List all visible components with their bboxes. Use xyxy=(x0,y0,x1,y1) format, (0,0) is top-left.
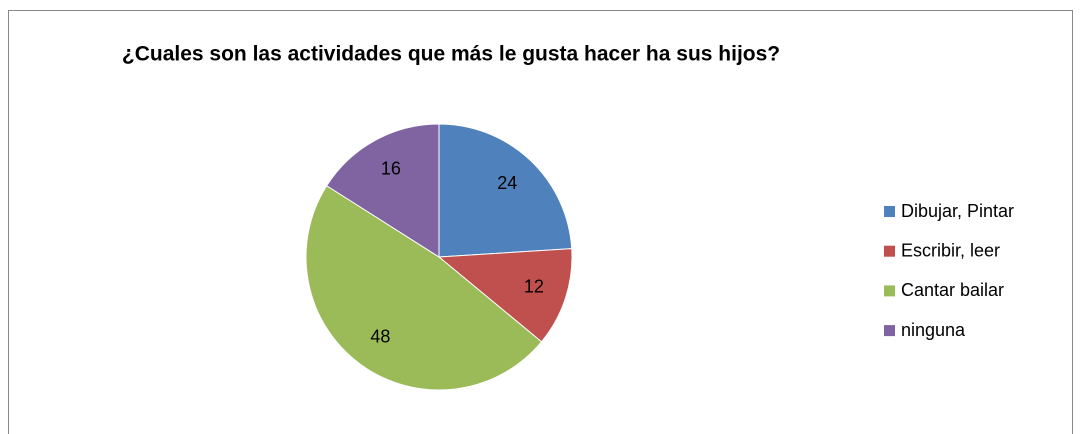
legend-label: Escribir, leer xyxy=(901,240,1000,260)
pie-slice xyxy=(305,185,543,391)
data-label: 48 xyxy=(370,326,390,346)
data-label: 16 xyxy=(381,158,401,178)
legend-swatch xyxy=(884,325,895,337)
pie-slice xyxy=(326,123,440,258)
pie-slice xyxy=(438,123,573,258)
legend-label: Cantar bailar xyxy=(901,280,1004,300)
legend-swatch xyxy=(884,245,895,257)
pie-slice xyxy=(437,248,573,343)
data-label: 12 xyxy=(524,277,544,297)
legend-label: ninguna xyxy=(901,320,966,340)
legend-swatch xyxy=(884,206,895,217)
legend-label: Dibujar, Pintar xyxy=(901,201,1014,221)
legend-swatch xyxy=(884,285,895,297)
chart-title: ¿Cuales son las actividades que más le g… xyxy=(122,43,780,66)
data-label: 24 xyxy=(497,173,517,193)
